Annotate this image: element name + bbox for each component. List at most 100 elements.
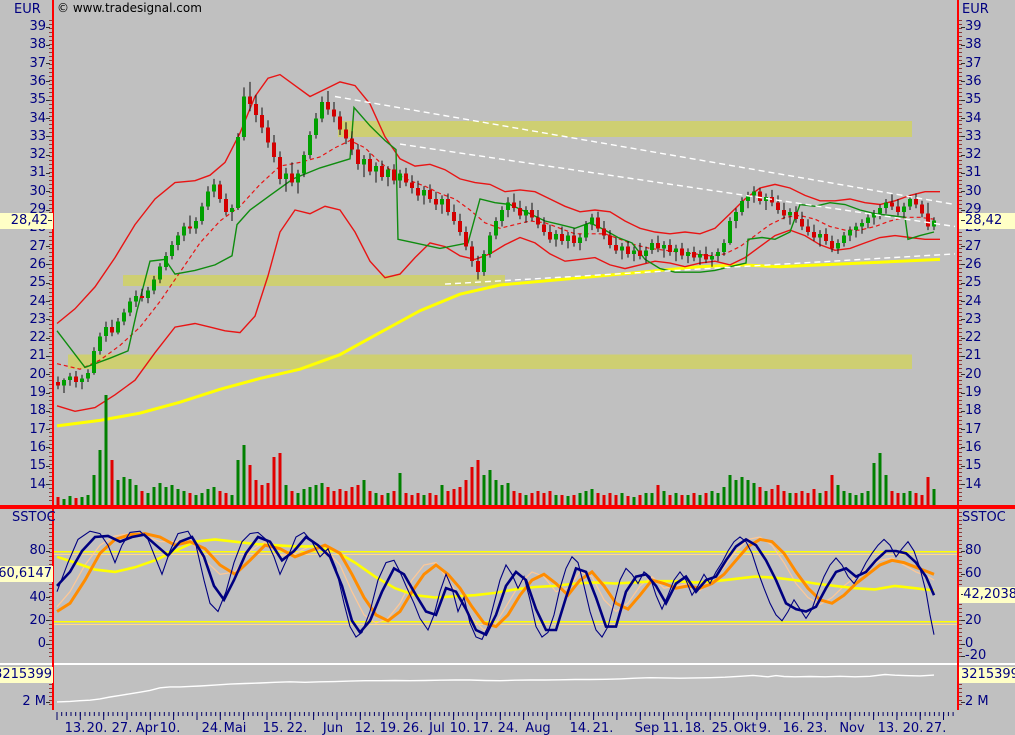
price-axis-tick: 31	[0, 165, 50, 181]
price-axis-tick: 24	[0, 294, 50, 310]
price-axis-tick: 21	[0, 348, 50, 364]
sstoc-axis-tick: 40	[0, 590, 50, 606]
sstoc-axis-tick: 80	[0, 543, 50, 559]
price-axis-tick: 18	[0, 403, 50, 419]
volume-last-value-label: 3215399	[959, 667, 1015, 683]
candle-series	[56, 81, 936, 505]
x-axis-label: Sep	[634, 721, 660, 735]
price-axis-tick: 34	[961, 111, 1015, 127]
price-axis-tick: 34	[0, 111, 50, 127]
price-axis-tick: 14	[0, 477, 50, 493]
x-axis-label: 13.	[877, 721, 899, 735]
x-axis-label: 17.	[472, 721, 494, 735]
x-axis-label: Aug	[525, 721, 551, 735]
price-axis-tick: 25	[0, 275, 50, 291]
sstoc-title-right: SSTOC	[962, 510, 1006, 525]
sstoc-axis-minor-ticks-left	[49, 512, 52, 658]
sstoc-navy-thick-line	[56, 533, 936, 637]
price-axis-tick: 33	[0, 129, 50, 145]
price-axis-tick: 37	[961, 56, 1015, 72]
sstoc-axis-tick: 20	[961, 613, 1015, 629]
bollinger-mid-dashed-line	[56, 139, 935, 370]
price-axis-tick: 24	[961, 294, 1015, 310]
price-axis-tick: 20	[961, 367, 1015, 383]
x-axis-label: 14.	[569, 721, 591, 735]
sstoc-axis-tick: 0	[0, 636, 50, 652]
x-axis-label: 10.	[449, 721, 471, 735]
price-axis-tick: 39	[0, 19, 50, 35]
sstoc-axis-tick: 80	[961, 543, 1015, 559]
price-axis-tick: 38	[0, 37, 50, 53]
bollinger-lower-line	[56, 205, 940, 413]
x-axis-label: 18.	[684, 721, 706, 735]
support-resistance-zone	[68, 354, 912, 370]
support-resistance-zone	[123, 274, 505, 286]
tradesignal-watermark: © www.tradesignal.com	[57, 1, 202, 15]
support-resistance-zone	[338, 121, 912, 137]
price-axis-tick: 32	[0, 147, 50, 163]
x-axis-label: 13.	[64, 721, 86, 735]
price-axis-tick: 25	[961, 275, 1015, 291]
x-axis-label: 21.	[592, 721, 614, 735]
x-axis-label: 11.	[662, 721, 684, 735]
sstoc-axis-tick: 0	[961, 636, 1015, 652]
price-axis-unit-right: EUR	[962, 2, 989, 17]
price-axis-tick: 27	[961, 239, 1015, 255]
x-axis-label: 25.	[711, 721, 733, 735]
price-axis-tick: 39	[961, 19, 1015, 35]
price-axis-tick: 22	[0, 330, 50, 346]
price-axis-tick: 22	[961, 330, 1015, 346]
sstoc-axis-tick: 20	[0, 613, 50, 629]
sstoc-axis-minor-ticks-right	[959, 512, 962, 658]
price-axis-line-right	[957, 0, 959, 710]
sstoc-hline-20-pale	[53, 623, 957, 625]
price-axis-tick: 17	[0, 422, 50, 438]
price-axis-tick: 16	[0, 440, 50, 456]
price-axis-tick: 36	[0, 74, 50, 90]
price-axis-tick: 32	[961, 147, 1015, 163]
last-price-label: 28,42	[959, 212, 1015, 229]
x-axis-label: 20.	[902, 721, 924, 735]
x-axis-label: 9.	[758, 721, 772, 735]
price-axis-tick: 23	[0, 312, 50, 328]
x-axis-label: 27.	[111, 721, 133, 735]
price-axis-tick: 19	[0, 385, 50, 401]
price-axis-tick: 23	[961, 312, 1015, 328]
x-axis-label: 24.	[201, 721, 223, 735]
price-axis-tick: 36	[961, 74, 1015, 90]
x-axis-label: Mai	[223, 721, 247, 735]
sstoc-orange-line	[56, 532, 935, 629]
price-axis-tick: 38	[961, 37, 1015, 53]
price-axis-tick: 14	[961, 477, 1015, 493]
x-axis-label: 19.	[379, 721, 401, 735]
price-axis-tick: 19	[961, 385, 1015, 401]
x-axis-label: 10.	[159, 721, 181, 735]
sstoc-title-left: SSTOC	[12, 510, 56, 525]
sstoc-salmon-line	[56, 532, 935, 631]
price-axis-tick: 27	[0, 239, 50, 255]
price-axis-tick: 20	[0, 367, 50, 383]
price-axis-tick: 18	[961, 403, 1015, 419]
trendline-dashed	[399, 143, 956, 228]
price-axis-tick: 33	[961, 129, 1015, 145]
x-axis-label: 16.	[782, 721, 804, 735]
x-axis-label: 15.	[262, 721, 284, 735]
panel-divider-red	[0, 505, 1015, 509]
price-axis-unit-left: EUR	[14, 2, 41, 17]
price-axis-tick: 31	[961, 165, 1015, 181]
price-axis-tick: 21	[961, 348, 1015, 364]
x-axis-label: Jul	[429, 721, 445, 735]
volume-axis-tick: 2 M	[0, 694, 50, 710]
price-axis-tick: 37	[0, 56, 50, 72]
sstoc-axis-tick: 60	[961, 566, 1015, 582]
volume-white-line	[56, 673, 935, 703]
x-axis-label: 12.	[354, 721, 376, 735]
bollinger-upper-line	[56, 73, 940, 325]
sstoc-hline-80	[53, 551, 957, 553]
trendline-dashed	[444, 253, 956, 285]
sstoc-axis-tick: -20	[961, 648, 1015, 664]
x-axis-label: 23.	[806, 721, 828, 735]
price-axis-tick: 26	[961, 257, 1015, 273]
price-axis-tick: 17	[961, 422, 1015, 438]
price-axis-tick: 30	[0, 184, 50, 200]
